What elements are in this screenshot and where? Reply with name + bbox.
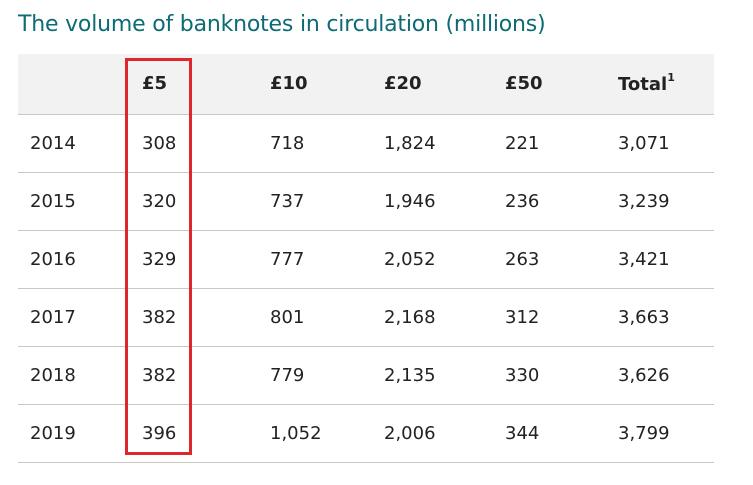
cell-year: 2016 [18,230,128,289]
cell-total: 3,421 [604,230,714,289]
table-title: The volume of banknotes in circulation (… [18,12,546,37]
cell-50-pound: 263 [491,230,604,289]
cell-5-pound: 382 [128,288,256,347]
cell-20-pound: 1,946 [370,172,491,231]
cell-20-pound: 2,168 [370,288,491,347]
cell-5-pound: 308 [128,114,256,173]
cell-20-pound: 2,052 [370,230,491,289]
cell-year: 2018 [18,346,128,405]
banknotes-table: £5 £10 £20 £50 Total1 2014 308 718 1,824… [18,54,714,463]
table-row: 2019 396 1,052 2,006 344 3,799 [18,404,714,463]
header-5-pound: £5 [128,54,256,115]
cell-year: 2014 [18,114,128,173]
cell-total: 3,799 [604,404,714,463]
cell-year: 2015 [18,172,128,231]
cell-50-pound: 330 [491,346,604,405]
header-10-pound: £10 [256,54,370,115]
cell-10-pound: 801 [256,288,370,347]
cell-total: 3,626 [604,346,714,405]
cell-5-pound: 329 [128,230,256,289]
cell-year: 2017 [18,288,128,347]
header-total-label: Total [618,73,668,95]
table-row: 2014 308 718 1,824 221 3,071 [18,114,714,173]
banknotes-table-container: £5 £10 £20 £50 Total1 2014 308 718 1,824… [18,54,714,463]
cell-10-pound: 737 [256,172,370,231]
cell-5-pound: 396 [128,404,256,463]
header-20-pound: £20 [370,54,491,115]
cell-50-pound: 344 [491,404,604,463]
cell-10-pound: 1,052 [256,404,370,463]
cell-20-pound: 2,135 [370,346,491,405]
cell-50-pound: 236 [491,172,604,231]
cell-20-pound: 2,006 [370,404,491,463]
cell-year: 2019 [18,404,128,463]
cell-total: 3,071 [604,114,714,173]
table-row: 2016 329 777 2,052 263 3,421 [18,230,714,289]
table-row: 2015 320 737 1,946 236 3,239 [18,172,714,231]
header-year [18,54,128,115]
table-header-row: £5 £10 £20 £50 Total1 [18,54,714,115]
cell-50-pound: 221 [491,114,604,173]
table-row: 2018 382 779 2,135 330 3,626 [18,346,714,405]
cell-10-pound: 777 [256,230,370,289]
cell-5-pound: 382 [128,346,256,405]
cell-total: 3,239 [604,172,714,231]
footnote-marker: 1 [667,70,675,84]
cell-10-pound: 718 [256,114,370,173]
table-row: 2017 382 801 2,168 312 3,663 [18,288,714,347]
cell-20-pound: 1,824 [370,114,491,173]
cell-10-pound: 779 [256,346,370,405]
cell-50-pound: 312 [491,288,604,347]
header-50-pound: £50 [491,54,604,115]
cell-5-pound: 320 [128,172,256,231]
header-total: Total1 [604,54,714,115]
cell-total: 3,663 [604,288,714,347]
